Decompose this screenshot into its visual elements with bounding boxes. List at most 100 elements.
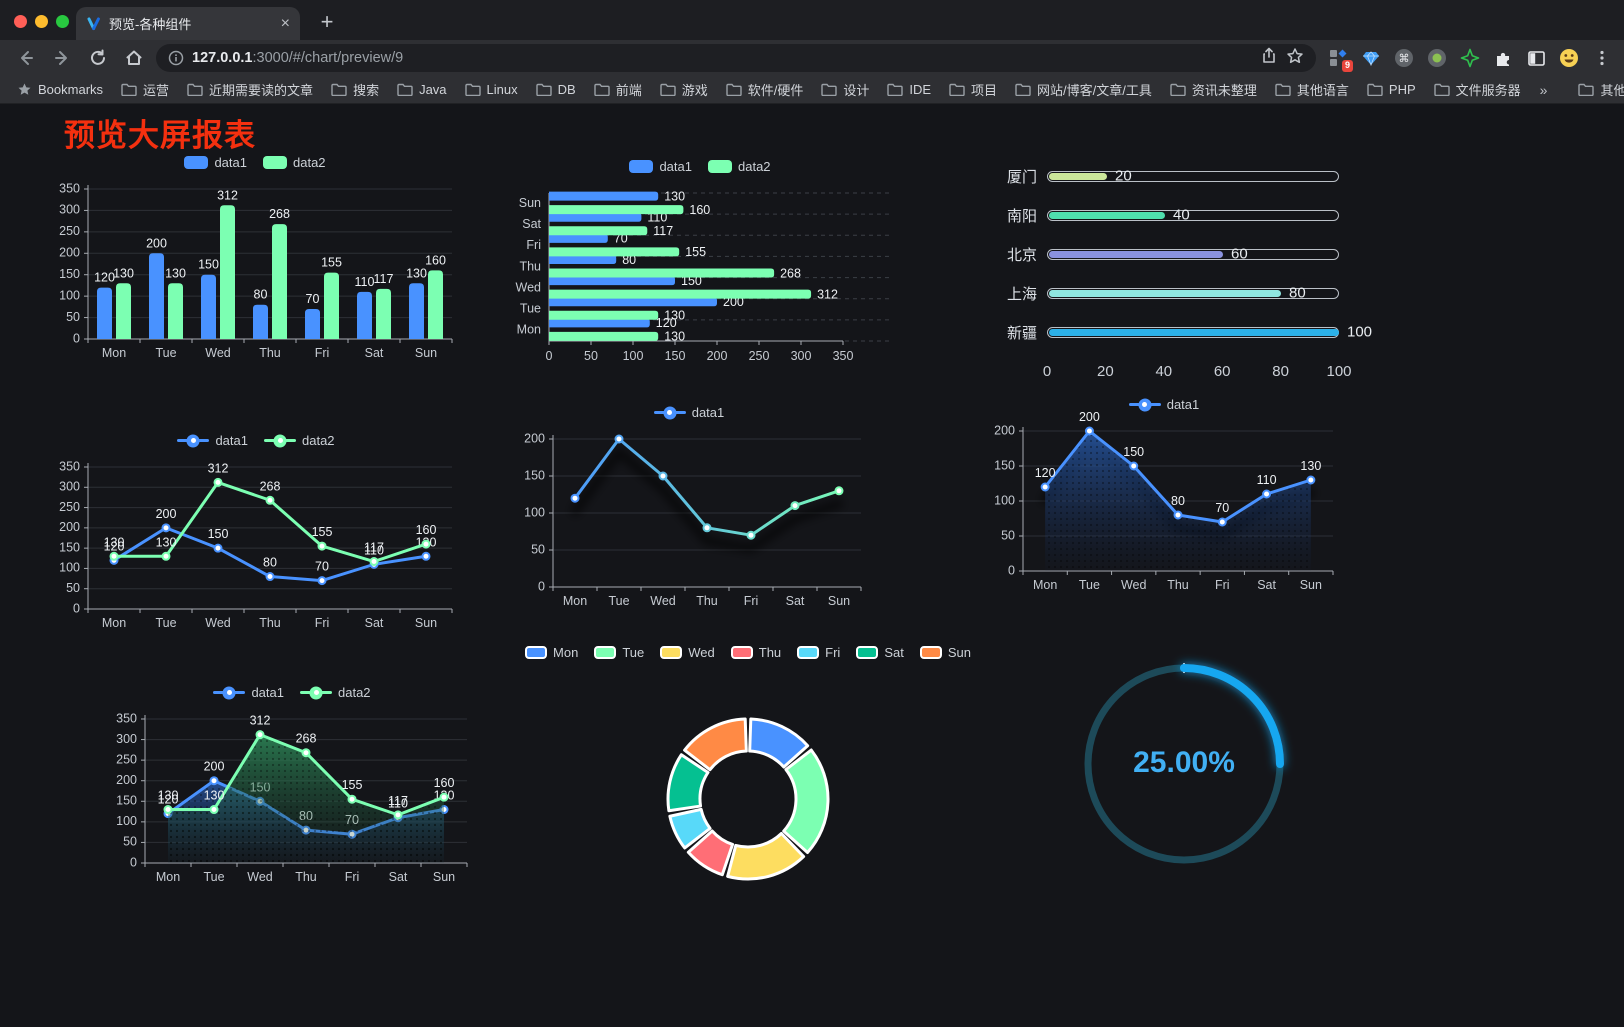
progress-value: 40 bbox=[1173, 206, 1190, 224]
legend-item[interactable]: data1 bbox=[1128, 397, 1199, 412]
legend-item[interactable]: data1 bbox=[213, 685, 284, 700]
legend-item[interactable]: Sun bbox=[919, 645, 971, 660]
forward-button[interactable] bbox=[52, 48, 72, 68]
svg-text:130: 130 bbox=[165, 266, 186, 280]
svg-text:130: 130 bbox=[113, 266, 134, 280]
svg-text:117: 117 bbox=[364, 541, 384, 555]
record-circle-icon[interactable] bbox=[1427, 48, 1447, 68]
puzzle-icon[interactable] bbox=[1493, 48, 1513, 68]
legend-item[interactable]: data1 bbox=[184, 155, 247, 170]
other-bookmarks[interactable]: 其他书签 bbox=[1571, 78, 1624, 101]
legend-item[interactable]: Sat bbox=[856, 645, 904, 660]
chart-legend: data1 data2 bbox=[46, 433, 466, 448]
bookmark-folder-list: 运营 近期需要读的文章 搜索 Java Linux DB 前端 游戏 软件/硬件 设计 IDE 项目网… bbox=[114, 78, 1528, 101]
legend-swatch bbox=[797, 646, 820, 659]
svg-text:312: 312 bbox=[208, 461, 229, 475]
bookmark-folder[interactable]: 资讯未整理 bbox=[1163, 78, 1264, 101]
folder-icon bbox=[1275, 83, 1291, 96]
menu-dots-icon[interactable] bbox=[1592, 48, 1612, 68]
bookmark-star-icon[interactable] bbox=[1286, 47, 1304, 70]
legend-item[interactable]: Wed bbox=[660, 645, 715, 660]
svg-text:50: 50 bbox=[66, 310, 80, 324]
svg-text:150: 150 bbox=[59, 540, 80, 554]
share-icon[interactable] bbox=[1260, 47, 1278, 70]
reload-button[interactable] bbox=[88, 48, 108, 68]
legend-item[interactable]: Thu bbox=[730, 645, 781, 660]
bookmarks-root[interactable]: Bookmarks bbox=[10, 80, 110, 99]
bookmark-folder[interactable]: 网站/博客/文章/工具 bbox=[1008, 78, 1159, 101]
emoji-icon[interactable] bbox=[1559, 48, 1579, 68]
bookmark-folder[interactable]: 游戏 bbox=[653, 78, 715, 101]
new-tab-button[interactable]: + bbox=[320, 9, 334, 34]
chart-donut[interactable]: Mon Tue Wed Thu Fri Sat Sun bbox=[525, 639, 971, 897]
bookmark-folder[interactable]: IDE bbox=[880, 80, 938, 99]
chart-line-dual[interactable]: data1 data2 0 50 100 150 200 250 300 350 Mon Tue Wed… bbox=[46, 427, 466, 637]
svg-text:150: 150 bbox=[524, 468, 545, 482]
chart-line-area-dual[interactable]: data1 data2 0 50 100 150 200 250 300 350 Mon Tue Wed… bbox=[103, 679, 481, 891]
legend-item[interactable]: data1 bbox=[177, 433, 248, 448]
svg-text:200: 200 bbox=[994, 423, 1015, 437]
legend-item[interactable]: Fri bbox=[797, 645, 840, 660]
svg-text:Mon: Mon bbox=[102, 616, 126, 630]
home-button[interactable] bbox=[124, 48, 144, 68]
legend-item[interactable]: data2 bbox=[264, 433, 335, 448]
tab-strip: 预览-各种组件 × + bbox=[0, 0, 1624, 40]
legend-item[interactable]: data2 bbox=[300, 685, 371, 700]
bookmarks-overflow-chevron[interactable]: » bbox=[1539, 81, 1548, 98]
bookmark-folder[interactable]: 文件服务器 bbox=[1427, 78, 1528, 101]
svg-text:Wed: Wed bbox=[205, 616, 231, 630]
back-button[interactable] bbox=[16, 48, 36, 68]
chart-bar-horizontal[interactable]: data1 data2 0 50 100 150 200 250 300 350 Mon 120 130… bbox=[503, 153, 897, 371]
folder-icon bbox=[464, 83, 481, 96]
bookmark-folder[interactable]: 搜索 bbox=[324, 78, 386, 101]
bookmark-folder[interactable]: DB bbox=[529, 80, 583, 99]
svg-text:200: 200 bbox=[59, 246, 80, 260]
info-icon[interactable] bbox=[168, 50, 184, 66]
bookmark-folder[interactable]: 运营 bbox=[114, 78, 176, 101]
browser-tab[interactable]: 预览-各种组件 × bbox=[76, 7, 300, 40]
close-window-button[interactable] bbox=[14, 15, 27, 28]
svg-text:300: 300 bbox=[116, 732, 137, 746]
chart-line-gradient[interactable]: data1 0 50 100 150 200 Mon Tue Wed Thu Fri Sat Sun bbox=[503, 399, 875, 615]
bookmark-folder[interactable]: 项目 bbox=[942, 78, 1004, 101]
svg-text:120: 120 bbox=[158, 793, 179, 807]
svg-text:0: 0 bbox=[73, 601, 80, 615]
legend-swatch bbox=[629, 160, 654, 173]
svg-text:Mon: Mon bbox=[102, 346, 126, 360]
chart-bar-vertical[interactable]: data1 data2 0 50 100 150 200 250 300 350 Mon Tue Wed… bbox=[46, 149, 464, 367]
legend-item[interactable]: Mon bbox=[525, 645, 578, 660]
bookmark-folder[interactable]: 其他语言 bbox=[1268, 78, 1356, 101]
command-circle-icon[interactable]: ⌘ bbox=[1394, 48, 1414, 68]
bookmark-folder[interactable]: Java bbox=[390, 80, 453, 99]
legend-item[interactable]: Tue bbox=[594, 645, 644, 660]
svg-text:Tue: Tue bbox=[520, 302, 541, 316]
chart-line-area[interactable]: data1 0 50 100 150 200 Mon Tue Wed Thu Fri Sat Sun 12… bbox=[981, 391, 1347, 599]
gem-icon[interactable] bbox=[1361, 48, 1381, 68]
address-bar[interactable]: 127.0.0.1:3000/#/chart/preview/9 bbox=[156, 44, 1316, 72]
minimize-window-button[interactable] bbox=[35, 15, 48, 28]
grid-extension-icon[interactable]: 9 bbox=[1328, 48, 1353, 72]
bookmark-folder[interactable]: Linux bbox=[458, 80, 525, 99]
favicon bbox=[87, 17, 100, 30]
zoom-window-button[interactable] bbox=[56, 15, 69, 28]
side-panel-icon[interactable] bbox=[1526, 48, 1546, 68]
svg-text:150: 150 bbox=[994, 458, 1015, 472]
legend-item[interactable]: data2 bbox=[708, 159, 771, 174]
svg-text:Tue: Tue bbox=[155, 346, 176, 360]
svg-text:Fri: Fri bbox=[526, 238, 541, 252]
chart-progress-list[interactable]: 厦门 20 南阳 40 北京 60 上海 80 新疆 100 0 20 40 60 80 100 bbox=[993, 151, 1373, 396]
bookmark-folder[interactable]: PHP bbox=[1360, 80, 1423, 99]
bookmark-folder[interactable]: 近期需要读的文章 bbox=[180, 78, 320, 101]
green-star-icon[interactable] bbox=[1460, 48, 1480, 68]
bookmark-folder[interactable]: 前端 bbox=[587, 78, 649, 101]
svg-text:Fri: Fri bbox=[1215, 578, 1230, 592]
svg-text:Thu: Thu bbox=[696, 594, 718, 608]
legend-item[interactable]: data1 bbox=[629, 159, 692, 174]
bookmark-folder[interactable]: 软件/硬件 bbox=[719, 78, 811, 101]
legend-item[interactable]: data1 bbox=[653, 405, 724, 420]
svg-text:250: 250 bbox=[749, 349, 770, 363]
bookmark-folder[interactable]: 设计 bbox=[814, 78, 876, 101]
close-tab-icon[interactable]: × bbox=[280, 14, 290, 32]
chart-gauge[interactable]: 25.00% bbox=[1060, 649, 1308, 884]
legend-item[interactable]: data2 bbox=[263, 155, 326, 170]
